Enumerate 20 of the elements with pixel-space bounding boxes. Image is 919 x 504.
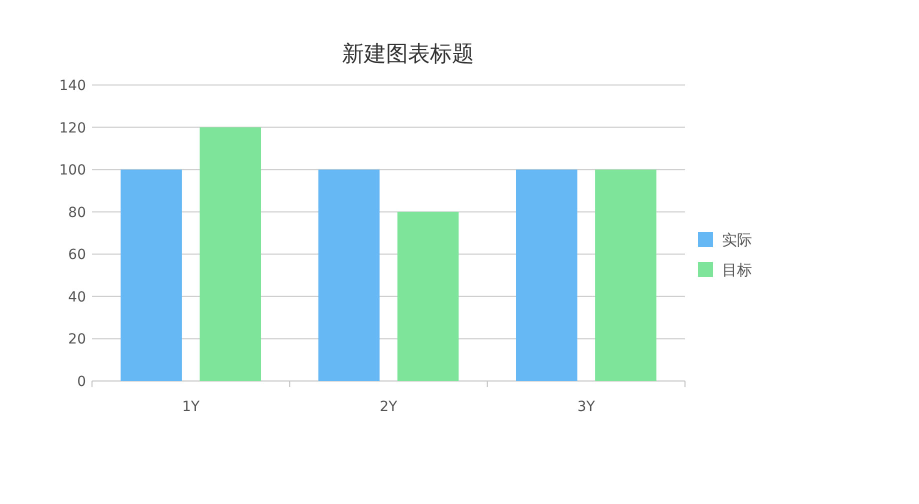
y-tick-label: 20 (68, 332, 86, 348)
y-tick-label: 140 (59, 78, 86, 94)
y-tick-label: 80 (68, 204, 86, 221)
y-tick-label: 120 (59, 120, 86, 136)
y-tick-label: 40 (68, 289, 86, 306)
x-tick-label: 2Y (380, 399, 398, 415)
bar (200, 127, 262, 381)
bar (318, 170, 380, 381)
legend-label: 实际 (722, 231, 752, 249)
x-tick-label: 1Y (182, 399, 200, 415)
bar (397, 212, 459, 381)
bar (516, 170, 578, 381)
x-tick-label: 3Y (577, 399, 596, 415)
y-tick-label: 60 (68, 247, 86, 264)
y-tick-label: 0 (77, 374, 86, 390)
bar (120, 170, 182, 381)
y-tick-label: 100 (59, 162, 86, 179)
chart-title: 新建图表标题 (342, 42, 474, 67)
bar (595, 170, 656, 381)
legend-label: 目标 (722, 261, 752, 279)
